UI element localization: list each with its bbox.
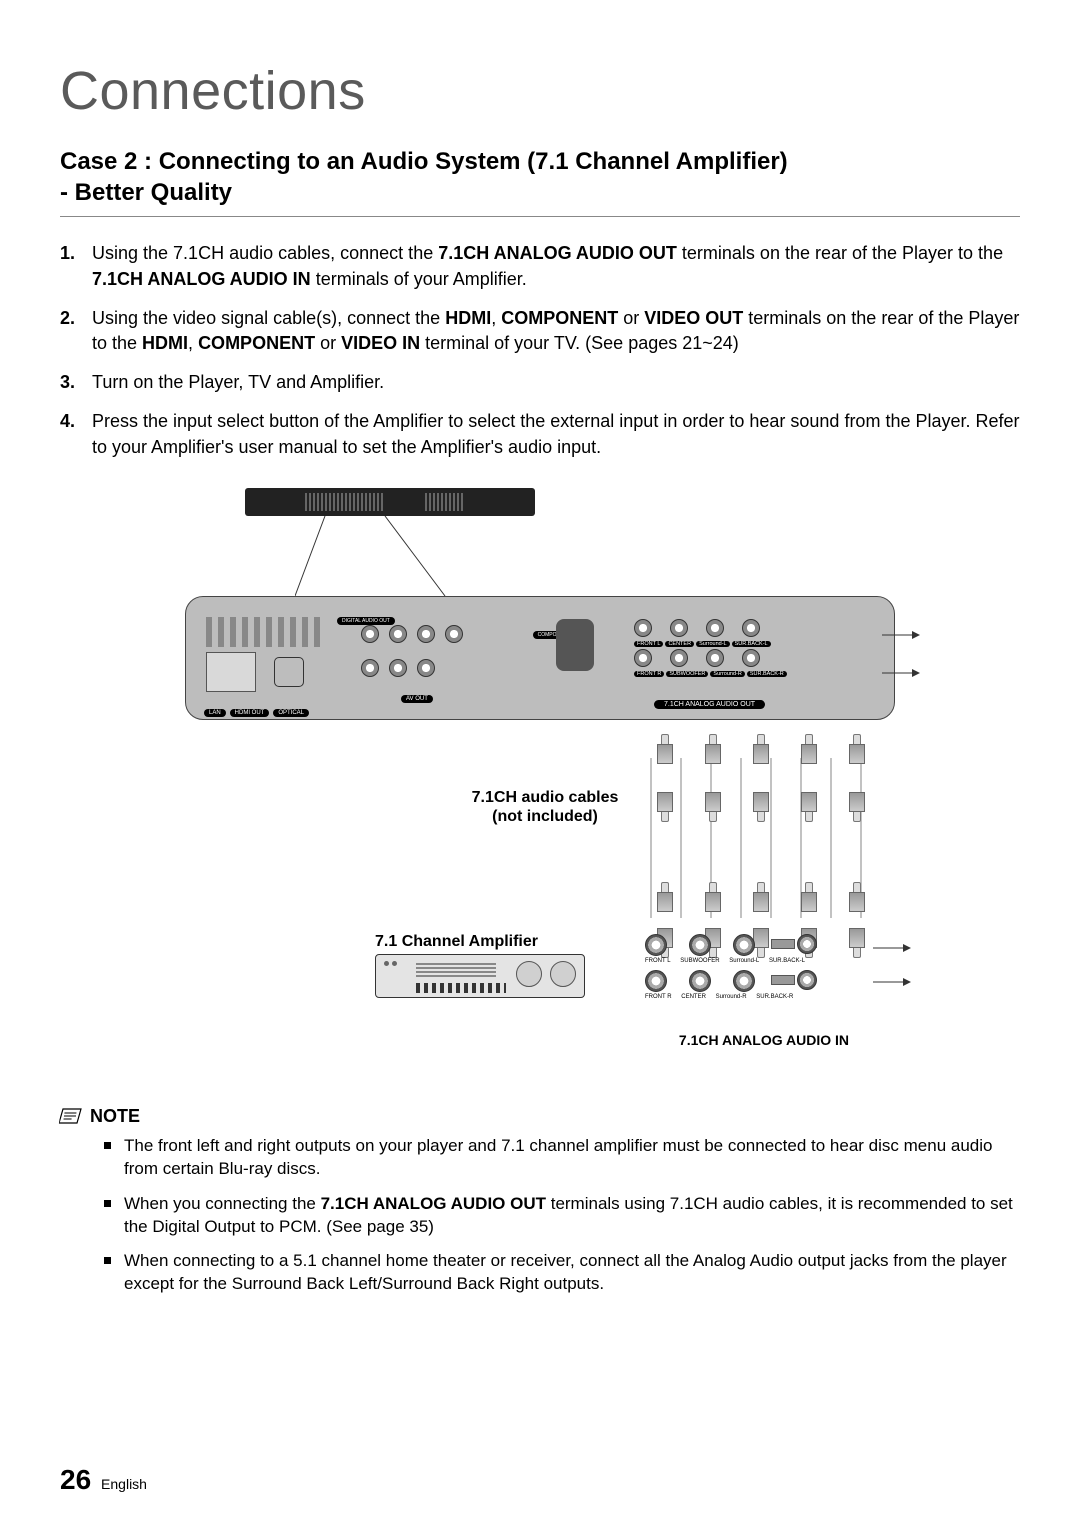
t: VIDEO OUT [644, 308, 743, 328]
step-2: 2. Using the video signal cable(s), conn… [60, 306, 1020, 356]
label-hdmi-out: HDMI OUT [230, 709, 270, 717]
l: SUR.BACK-L [769, 958, 805, 964]
plugs-top-up [645, 734, 875, 768]
l: SUBWOOFER [666, 671, 708, 677]
plugs-bottom-up [645, 882, 875, 916]
connection-diagram: LAN HDMI OUT OPTICAL DIGITAL AUDIO OUT C… [60, 488, 1020, 1058]
section-title-line1: Case 2 : Connecting to an Audio System (… [60, 148, 788, 175]
l: Surround-L [729, 958, 759, 964]
page-footer: 26 English [60, 1464, 147, 1496]
analog-audio-out-block: FRONT L CENTER Surround-L SUR.BACK-L FRO… [634, 619, 864, 707]
t: HDMI [445, 308, 491, 328]
l: CENTER [665, 641, 694, 647]
t: Using the 7.1CH audio cables, connect th… [92, 243, 438, 263]
t: or [315, 333, 341, 353]
lead-lines [295, 516, 455, 598]
amplifier-input-panel: FRONT L SUBWOOFER Surround-L SUR.BACK-L … [645, 934, 885, 1024]
t: , [188, 333, 198, 353]
t: 7.1CH ANALOG AUDIO OUT [321, 1194, 546, 1213]
t: HDMI [142, 333, 188, 353]
step-3-text: Turn on the Player, TV and Amplifier. [92, 370, 1020, 395]
l: CENTER [681, 994, 706, 1000]
player-top-view [245, 488, 535, 516]
step-4-number: 4. [60, 409, 92, 459]
note-heading-text: NOTE [90, 1106, 140, 1127]
section-title-line2: - Better Quality [60, 179, 232, 206]
vent-slots [206, 617, 326, 647]
cable-caption: 7.1CH audio cables (not included) [445, 788, 645, 826]
note-1: The front left and right outputs on your… [104, 1135, 1020, 1181]
label-digital-audio: DIGITAL AUDIO OUT [337, 617, 395, 625]
in-arrows [873, 938, 913, 998]
l: SUR.BACK-R [747, 671, 787, 677]
step-3-number: 3. [60, 370, 92, 395]
l: SUR.BACK-L [732, 641, 771, 647]
note-3: When connecting to a 5.1 channel home th… [104, 1250, 1020, 1296]
bottom-labels: LAN HDMI OUT OPTICAL [204, 709, 309, 717]
step-2-number: 2. [60, 306, 92, 356]
chapter-title: Connections [60, 60, 1020, 122]
optical-port [274, 657, 304, 687]
l: FRONT R [634, 671, 664, 677]
t: COMPONENT [501, 308, 618, 328]
l: Surround-R [716, 994, 747, 1000]
t: terminals on the rear of the Player to t… [677, 243, 1003, 263]
label-analog-out: 7.1CH ANALOG AUDIO OUT [654, 700, 765, 709]
step-2-text: Using the video signal cable(s), connect… [92, 306, 1020, 356]
t: or [618, 308, 644, 328]
usb-port [556, 619, 594, 671]
l: FRONT R [645, 994, 672, 1000]
step-3: 3. Turn on the Player, TV and Amplifier. [60, 370, 1020, 395]
page-number: 26 [60, 1464, 91, 1495]
step-1-number: 1. [60, 241, 92, 291]
step-4-text: Press the input select button of the Amp… [92, 409, 1020, 459]
amplifier-front [375, 954, 585, 998]
label-av-out: AV OUT [401, 695, 433, 703]
t: COMPONENT [198, 333, 315, 353]
t: 7.1CH ANALOG AUDIO IN [92, 269, 311, 289]
l: SUBWOOFER [680, 958, 719, 964]
out-arrows [882, 623, 922, 693]
amplifier-caption: 7.1 Channel Amplifier [375, 933, 538, 951]
note-heading: NOTE [60, 1106, 1020, 1127]
av-out-jacks: DIGITAL AUDIO OUT COMPONENT OUT AV OUT [361, 625, 541, 691]
l: Surround-R [710, 671, 744, 677]
step-4: 4. Press the input select button of the … [60, 409, 1020, 459]
t: When you connecting the [124, 1194, 321, 1213]
note-list: The front left and right outputs on your… [104, 1135, 1020, 1297]
t: VIDEO IN [341, 333, 420, 353]
plugs-top-down [645, 792, 875, 826]
t: 7.1CH audio cables [472, 789, 619, 806]
amp-in-caption: 7.1CH ANALOG AUDIO IN [679, 1032, 849, 1048]
l: FRONT L [634, 641, 663, 647]
l: SUR.BACK-R [756, 994, 793, 1000]
page-language: English [101, 1476, 147, 1492]
lan-port [206, 652, 256, 692]
t: Using the video signal cable(s), connect… [92, 308, 445, 328]
label-optical: OPTICAL [273, 709, 309, 717]
instruction-steps: 1. Using the 7.1CH audio cables, connect… [60, 241, 1020, 459]
note-2: When you connecting the 7.1CH ANALOG AUD… [104, 1193, 1020, 1239]
l: Surround-L [696, 641, 730, 647]
note-icon [59, 1107, 84, 1125]
section-rule [60, 216, 1020, 217]
step-1: 1. Using the 7.1CH audio cables, connect… [60, 241, 1020, 291]
t: , [491, 308, 501, 328]
l: FRONT L [645, 958, 671, 964]
label-lan: LAN [204, 709, 226, 717]
t: 7.1CH ANALOG AUDIO OUT [438, 243, 677, 263]
t: terminals of your Amplifier. [311, 269, 527, 289]
player-back-panel: LAN HDMI OUT OPTICAL DIGITAL AUDIO OUT C… [185, 596, 895, 720]
t: terminal of your TV. (See pages 21~24) [420, 333, 739, 353]
step-1-text: Using the 7.1CH audio cables, connect th… [92, 241, 1020, 291]
section-title: Case 2 : Connecting to an Audio System (… [60, 146, 1020, 208]
t: (not included) [492, 808, 598, 825]
